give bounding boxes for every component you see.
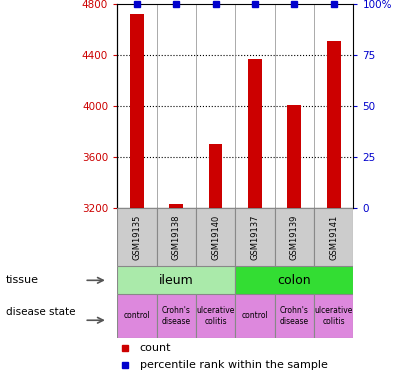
Text: GSM19137: GSM19137 <box>250 214 259 260</box>
Bar <box>169 204 183 208</box>
Bar <box>235 266 353 294</box>
Text: Crohn's
disease: Crohn's disease <box>162 306 191 326</box>
Bar <box>157 208 196 266</box>
Text: GSM19141: GSM19141 <box>329 214 338 260</box>
Text: ileum: ileum <box>159 274 194 287</box>
Text: GSM19135: GSM19135 <box>132 214 141 260</box>
Bar <box>117 266 235 294</box>
Text: GSM19138: GSM19138 <box>172 214 181 260</box>
Text: control: control <box>123 311 150 320</box>
Text: colon: colon <box>277 274 311 287</box>
Bar <box>314 294 353 338</box>
Bar <box>275 294 314 338</box>
Text: GSM19140: GSM19140 <box>211 214 220 260</box>
Bar <box>117 208 157 266</box>
Text: GSM19139: GSM19139 <box>290 214 299 260</box>
Bar <box>287 105 301 208</box>
Bar <box>157 294 196 338</box>
Bar <box>117 294 157 338</box>
Text: count: count <box>140 343 171 353</box>
Text: ulcerative
colitis: ulcerative colitis <box>196 306 235 326</box>
Text: Crohn's
disease: Crohn's disease <box>280 306 309 326</box>
Bar <box>248 58 262 208</box>
Bar <box>130 14 144 208</box>
Bar <box>327 41 341 208</box>
Bar <box>209 144 222 208</box>
Bar <box>314 208 353 266</box>
Bar <box>235 208 275 266</box>
Text: percentile rank within the sample: percentile rank within the sample <box>140 360 328 369</box>
Bar <box>275 208 314 266</box>
Text: disease state: disease state <box>6 307 75 316</box>
Bar <box>235 294 275 338</box>
Text: tissue: tissue <box>6 275 39 285</box>
Text: control: control <box>242 311 268 320</box>
Bar <box>196 294 235 338</box>
Text: ulcerative
colitis: ulcerative colitis <box>314 306 353 326</box>
Bar <box>196 208 235 266</box>
